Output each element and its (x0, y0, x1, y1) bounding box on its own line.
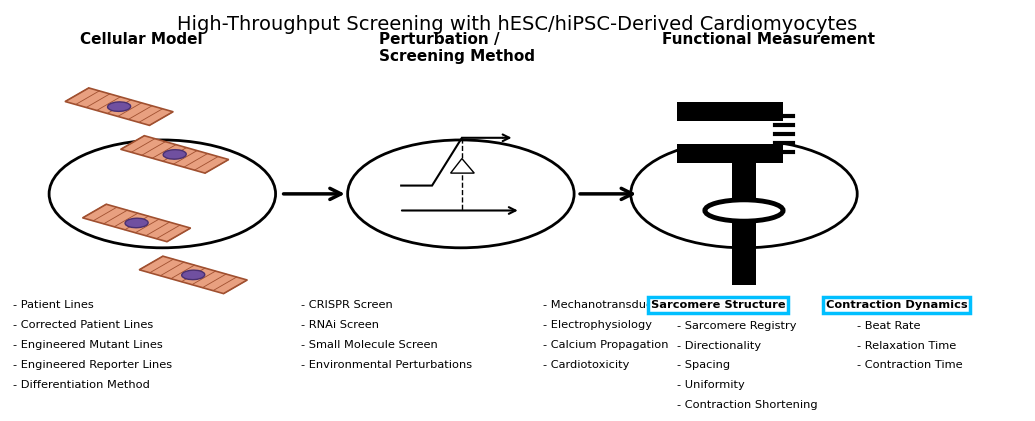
Ellipse shape (182, 270, 205, 280)
Text: Sarcomere Structure: Sarcomere Structure (651, 300, 786, 310)
Text: Cellular Model: Cellular Model (80, 32, 203, 47)
FancyBboxPatch shape (677, 121, 794, 144)
Text: - Directionality: - Directionality (677, 341, 761, 351)
Text: - Sarcomere Registry: - Sarcomere Registry (677, 321, 797, 330)
FancyBboxPatch shape (732, 102, 757, 285)
Text: Contraction Dynamics: Contraction Dynamics (826, 300, 967, 310)
Text: - RNAi Screen: - RNAi Screen (301, 320, 379, 330)
Text: - Relaxation Time: - Relaxation Time (857, 341, 956, 351)
Text: - Differentiation Method: - Differentiation Method (13, 380, 150, 389)
Text: - Calcium Propagation: - Calcium Propagation (543, 340, 669, 350)
Ellipse shape (164, 150, 186, 159)
Ellipse shape (125, 218, 148, 228)
Text: - Patient Lines: - Patient Lines (13, 300, 94, 310)
Text: High-Throughput Screening with hESC/hiPSC-Derived Cardiomyocytes: High-Throughput Screening with hESC/hiPS… (177, 15, 858, 34)
FancyBboxPatch shape (734, 219, 755, 285)
Polygon shape (83, 204, 190, 242)
Text: - Beat Rate: - Beat Rate (857, 321, 921, 330)
Polygon shape (450, 159, 474, 173)
FancyBboxPatch shape (677, 102, 783, 121)
Text: - Contraction Time: - Contraction Time (857, 360, 963, 370)
Text: - Small Molecule Screen: - Small Molecule Screen (301, 340, 438, 350)
FancyBboxPatch shape (677, 144, 783, 163)
Polygon shape (65, 88, 173, 125)
Text: - CRISPR Screen: - CRISPR Screen (301, 300, 393, 310)
Text: - Corrected Patient Lines: - Corrected Patient Lines (13, 320, 153, 330)
Text: - Contraction Shortening: - Contraction Shortening (677, 400, 818, 410)
Text: - Electrophysiology: - Electrophysiology (543, 320, 652, 330)
Text: - Uniformity: - Uniformity (677, 381, 745, 390)
Text: - Environmental Perturbations: - Environmental Perturbations (301, 360, 472, 370)
Ellipse shape (108, 102, 130, 112)
Polygon shape (140, 256, 247, 293)
Polygon shape (677, 121, 696, 136)
Text: - Engineered Reporter Lines: - Engineered Reporter Lines (13, 360, 172, 370)
Polygon shape (121, 136, 229, 173)
Polygon shape (677, 132, 696, 144)
Ellipse shape (705, 200, 783, 221)
Text: - Spacing: - Spacing (677, 360, 730, 370)
Text: Perturbation /
Screening Method: Perturbation / Screening Method (379, 32, 534, 64)
Text: - Cardiotoxicity: - Cardiotoxicity (543, 360, 629, 370)
Text: - Engineered Mutant Lines: - Engineered Mutant Lines (13, 340, 162, 350)
Text: - Mechanotransduction: - Mechanotransduction (543, 300, 675, 310)
Text: Functional Measurement: Functional Measurement (661, 32, 875, 47)
